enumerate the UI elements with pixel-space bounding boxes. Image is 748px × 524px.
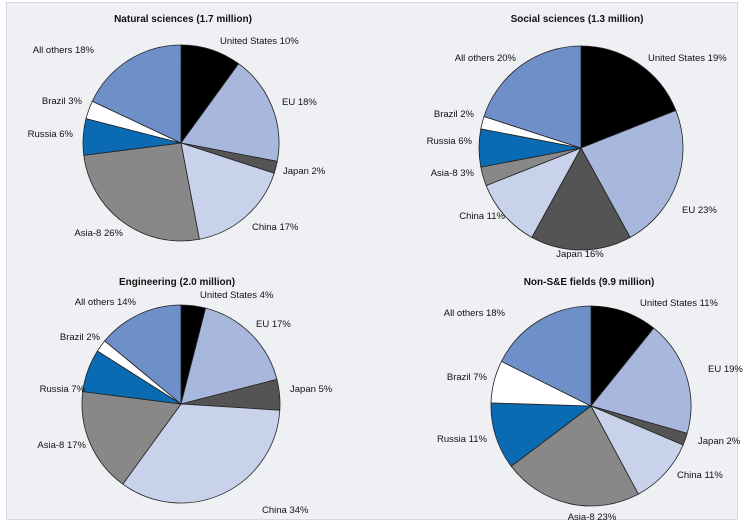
pie-slice-china — [180, 142, 275, 240]
slice-label-asia-8: Asia-8 17% — [37, 440, 86, 451]
pie-slice-eu — [180, 63, 280, 162]
pie-chart-social-sciences-1-3-million: Social sciences (1.3 million) United Stat… — [427, 14, 728, 260]
slice-label-asia-8: Asia-8 26% — [74, 228, 123, 239]
slice-label-brazil: Brazil 2% — [434, 109, 475, 120]
chart-title: Non-S&E fields (9.9 million) — [524, 277, 655, 288]
slice-label-united-states: United States 10% — [220, 36, 299, 47]
slice-label-eu: EU 17% — [256, 319, 291, 330]
pie-chart-natural-sciences-1-7-million: Natural sciences (1.7 million) United Sta… — [28, 14, 326, 242]
slice-label-japan: Japan 2% — [698, 436, 741, 447]
slice-label-japan: Japan 2% — [283, 166, 326, 177]
slice-label-japan: Japan 16% — [556, 249, 604, 260]
pie-slice-eu — [590, 327, 692, 434]
pie-slice-japan — [531, 147, 631, 251]
pie-slice-all-others — [91, 44, 182, 144]
slice-label-russia: Russia 7% — [40, 384, 86, 395]
pie-slice-china — [590, 405, 684, 495]
chart-title: Natural sciences (1.7 million) — [114, 14, 252, 25]
slice-label-china: China 11% — [677, 470, 723, 481]
slice-label-china: China 34% — [262, 505, 309, 516]
slice-label-united-states: United States 11% — [640, 298, 719, 309]
slice-label-united-states: United States 4% — [200, 290, 274, 301]
slice-label-china: China 17% — [252, 222, 299, 233]
slice-label-all-others: All others 18% — [444, 308, 506, 319]
slice-label-asia-8: Asia-8 23% — [568, 512, 617, 523]
slice-label-brazil: Brazil 7% — [447, 372, 488, 383]
slice-label-japan: Japan 5% — [290, 384, 333, 395]
slice-label-russia: Russia 6% — [427, 136, 473, 147]
pie-slice-united-states — [580, 45, 677, 149]
slice-label-brazil: Brazil 3% — [42, 96, 83, 107]
pie-slice-china — [122, 403, 281, 504]
pie-slice-all-others — [500, 305, 592, 407]
slice-label-eu: EU 19% — [708, 364, 743, 375]
slice-label-russia: Russia 11% — [437, 434, 488, 445]
slice-label-brazil: Brazil 2% — [60, 332, 101, 343]
pie-slice-asia-8 — [81, 391, 182, 485]
pie-slice-all-others — [104, 304, 182, 405]
pie-slice-all-others — [483, 45, 582, 149]
chart-title: Engineering (2.0 million) — [119, 277, 235, 288]
pie-slice-united-states — [590, 305, 655, 408]
pie-slice-asia-8 — [510, 405, 639, 507]
pie-slice-asia-8 — [83, 142, 200, 242]
pie-chart-engineering-2-0-million: Engineering (2.0 million) United States 4… — [37, 277, 332, 516]
slice-label-united-states: United States 19% — [648, 53, 727, 64]
slice-label-all-others: All others 18% — [33, 45, 95, 56]
pie-slice-eu — [580, 109, 684, 238]
slice-label-russia: Russia 6% — [28, 129, 74, 140]
slice-label-china: China 11% — [459, 211, 505, 222]
slice-label-all-others: All others 20% — [455, 53, 517, 64]
pie-slice-eu — [180, 307, 278, 405]
chart-title: Social sciences (1.3 million) — [511, 14, 644, 25]
slice-label-eu: EU 18% — [282, 97, 317, 108]
slice-label-all-others: All others 14% — [75, 297, 137, 308]
pie-slice-china — [485, 147, 582, 238]
slice-label-asia-8: Asia-8 3% — [431, 168, 475, 179]
slice-label-eu: EU 23% — [682, 205, 717, 216]
pie-chart-non-s-e-fields-9-9-million: Non-S&E fields (9.9 million) United State… — [437, 277, 743, 523]
pie-slice-russia — [490, 402, 593, 467]
